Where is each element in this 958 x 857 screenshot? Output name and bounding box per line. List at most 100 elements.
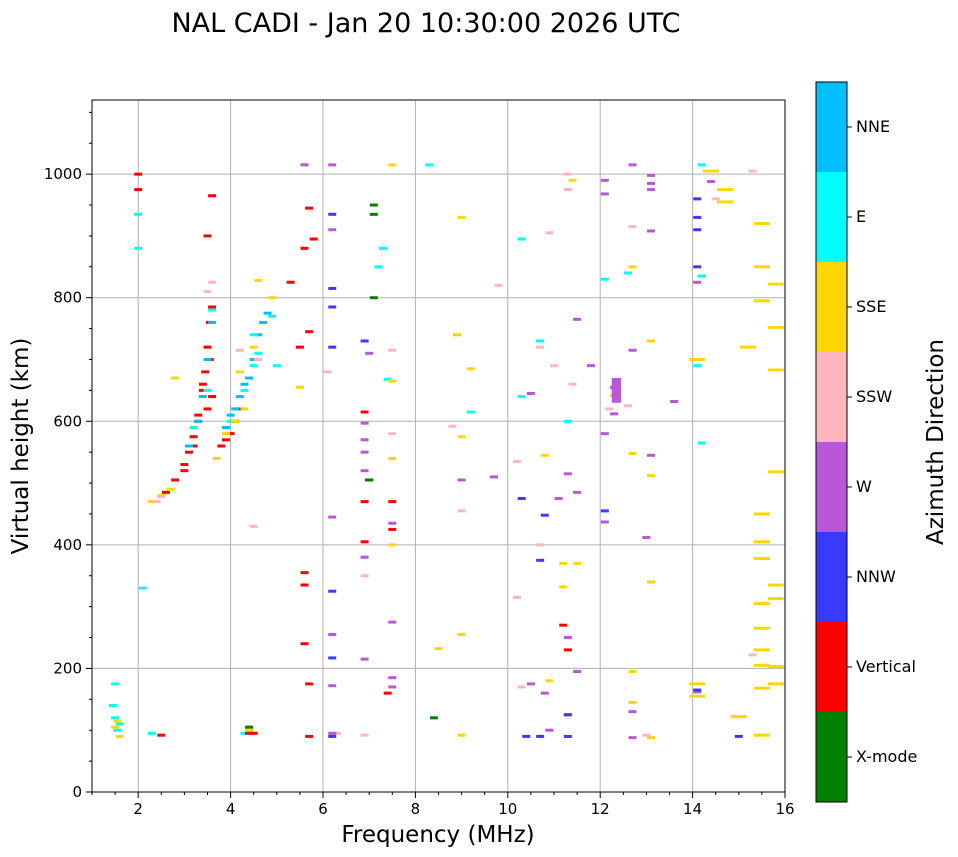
data-point: [300, 642, 309, 646]
data-point: [767, 282, 784, 286]
colorbar-tick-label: X-mode: [856, 747, 917, 766]
data-point: [693, 197, 702, 201]
data-point: [295, 385, 304, 389]
data-point: [693, 690, 702, 694]
data-point: [388, 379, 397, 383]
data-point: [753, 222, 770, 226]
data-point: [748, 169, 757, 173]
data-point: [208, 194, 217, 198]
data-point: [383, 691, 392, 695]
data-point: [559, 623, 568, 627]
data-point: [328, 515, 337, 519]
data-point: [753, 299, 770, 303]
data-point: [753, 602, 770, 606]
data-point: [536, 734, 545, 738]
colorbar-swatch: [816, 712, 847, 802]
data-point: [365, 351, 374, 355]
data-point: [753, 512, 770, 516]
data-point: [203, 234, 212, 238]
y-axis-ticks: 0 200 400 600 800 1000: [44, 111, 92, 801]
data-point: [536, 339, 545, 343]
data-point: [573, 317, 582, 321]
data-point: [249, 524, 258, 528]
data-point: [753, 265, 770, 269]
data-point: [360, 339, 369, 343]
data-point: [185, 450, 194, 454]
data-point: [711, 197, 720, 201]
data-point: [111, 682, 120, 686]
data-point: [108, 704, 117, 707]
data-point: [212, 456, 221, 460]
data-point: [753, 556, 770, 560]
data-point: [328, 589, 337, 593]
data-point: [295, 345, 304, 349]
data-point: [235, 407, 244, 411]
data-point: [600, 277, 609, 281]
data-point: [600, 432, 609, 436]
data-point: [245, 376, 254, 380]
data-point: [240, 388, 249, 392]
data-point: [716, 200, 733, 204]
y-tick-label: 400: [53, 536, 82, 554]
y-tick-label: 200: [53, 659, 82, 677]
data-point: [703, 169, 720, 173]
data-point: [111, 716, 120, 720]
data-point: [489, 475, 498, 479]
data-point: [550, 364, 558, 368]
data-point: [208, 395, 217, 399]
data-point: [208, 308, 217, 312]
colorbar-label: Azimuth Direction: [923, 339, 949, 545]
data-point: [305, 734, 314, 738]
data-point: [309, 237, 318, 241]
data-point: [388, 527, 397, 531]
x-tick-label: 14: [683, 800, 702, 818]
data-point: [171, 376, 180, 380]
data-point: [305, 206, 314, 210]
data-point: [452, 333, 461, 337]
y-axis-label: Virtual height (km): [8, 338, 34, 555]
data-point: [448, 424, 457, 428]
data-point: [328, 163, 337, 167]
data-point: [628, 348, 637, 352]
data-point: [767, 583, 784, 587]
colorbar-swatch: [816, 352, 847, 442]
data-point: [134, 246, 143, 250]
data-point: [753, 663, 770, 667]
data-point: [360, 574, 369, 578]
data-point: [600, 178, 609, 182]
data-point: [554, 497, 563, 501]
data-point: [693, 228, 702, 232]
data-point: [226, 432, 235, 436]
data-point: [203, 407, 212, 411]
data-point: [526, 682, 535, 686]
x-axis-label: Frequency (MHz): [341, 822, 534, 848]
data-point: [457, 435, 466, 439]
data-point: [300, 583, 309, 587]
data-point: [249, 731, 258, 735]
data-point: [365, 478, 374, 482]
data-point: [628, 670, 637, 674]
data-point: [369, 212, 378, 216]
data-point: [647, 229, 656, 233]
data-point: [245, 728, 254, 732]
data-point: [388, 456, 397, 460]
x-tick-label: 4: [226, 800, 236, 818]
y-tick-label: 600: [53, 412, 82, 430]
data-point: [300, 571, 309, 575]
data-point: [647, 181, 656, 185]
data-point: [360, 410, 369, 414]
data-point: [600, 509, 609, 513]
colorbar-tick-label: SSW: [856, 387, 892, 406]
colorbar-tick-label: NNE: [856, 117, 890, 136]
grid-lines: [92, 100, 785, 792]
data-point: [201, 370, 210, 374]
data-point: [559, 585, 568, 589]
data-point: [328, 305, 337, 309]
data-point: [189, 425, 198, 429]
data-point: [693, 688, 702, 692]
data-point: [388, 521, 397, 525]
data-point: [693, 280, 702, 284]
data-point: [457, 733, 466, 737]
data-point: [203, 290, 212, 294]
